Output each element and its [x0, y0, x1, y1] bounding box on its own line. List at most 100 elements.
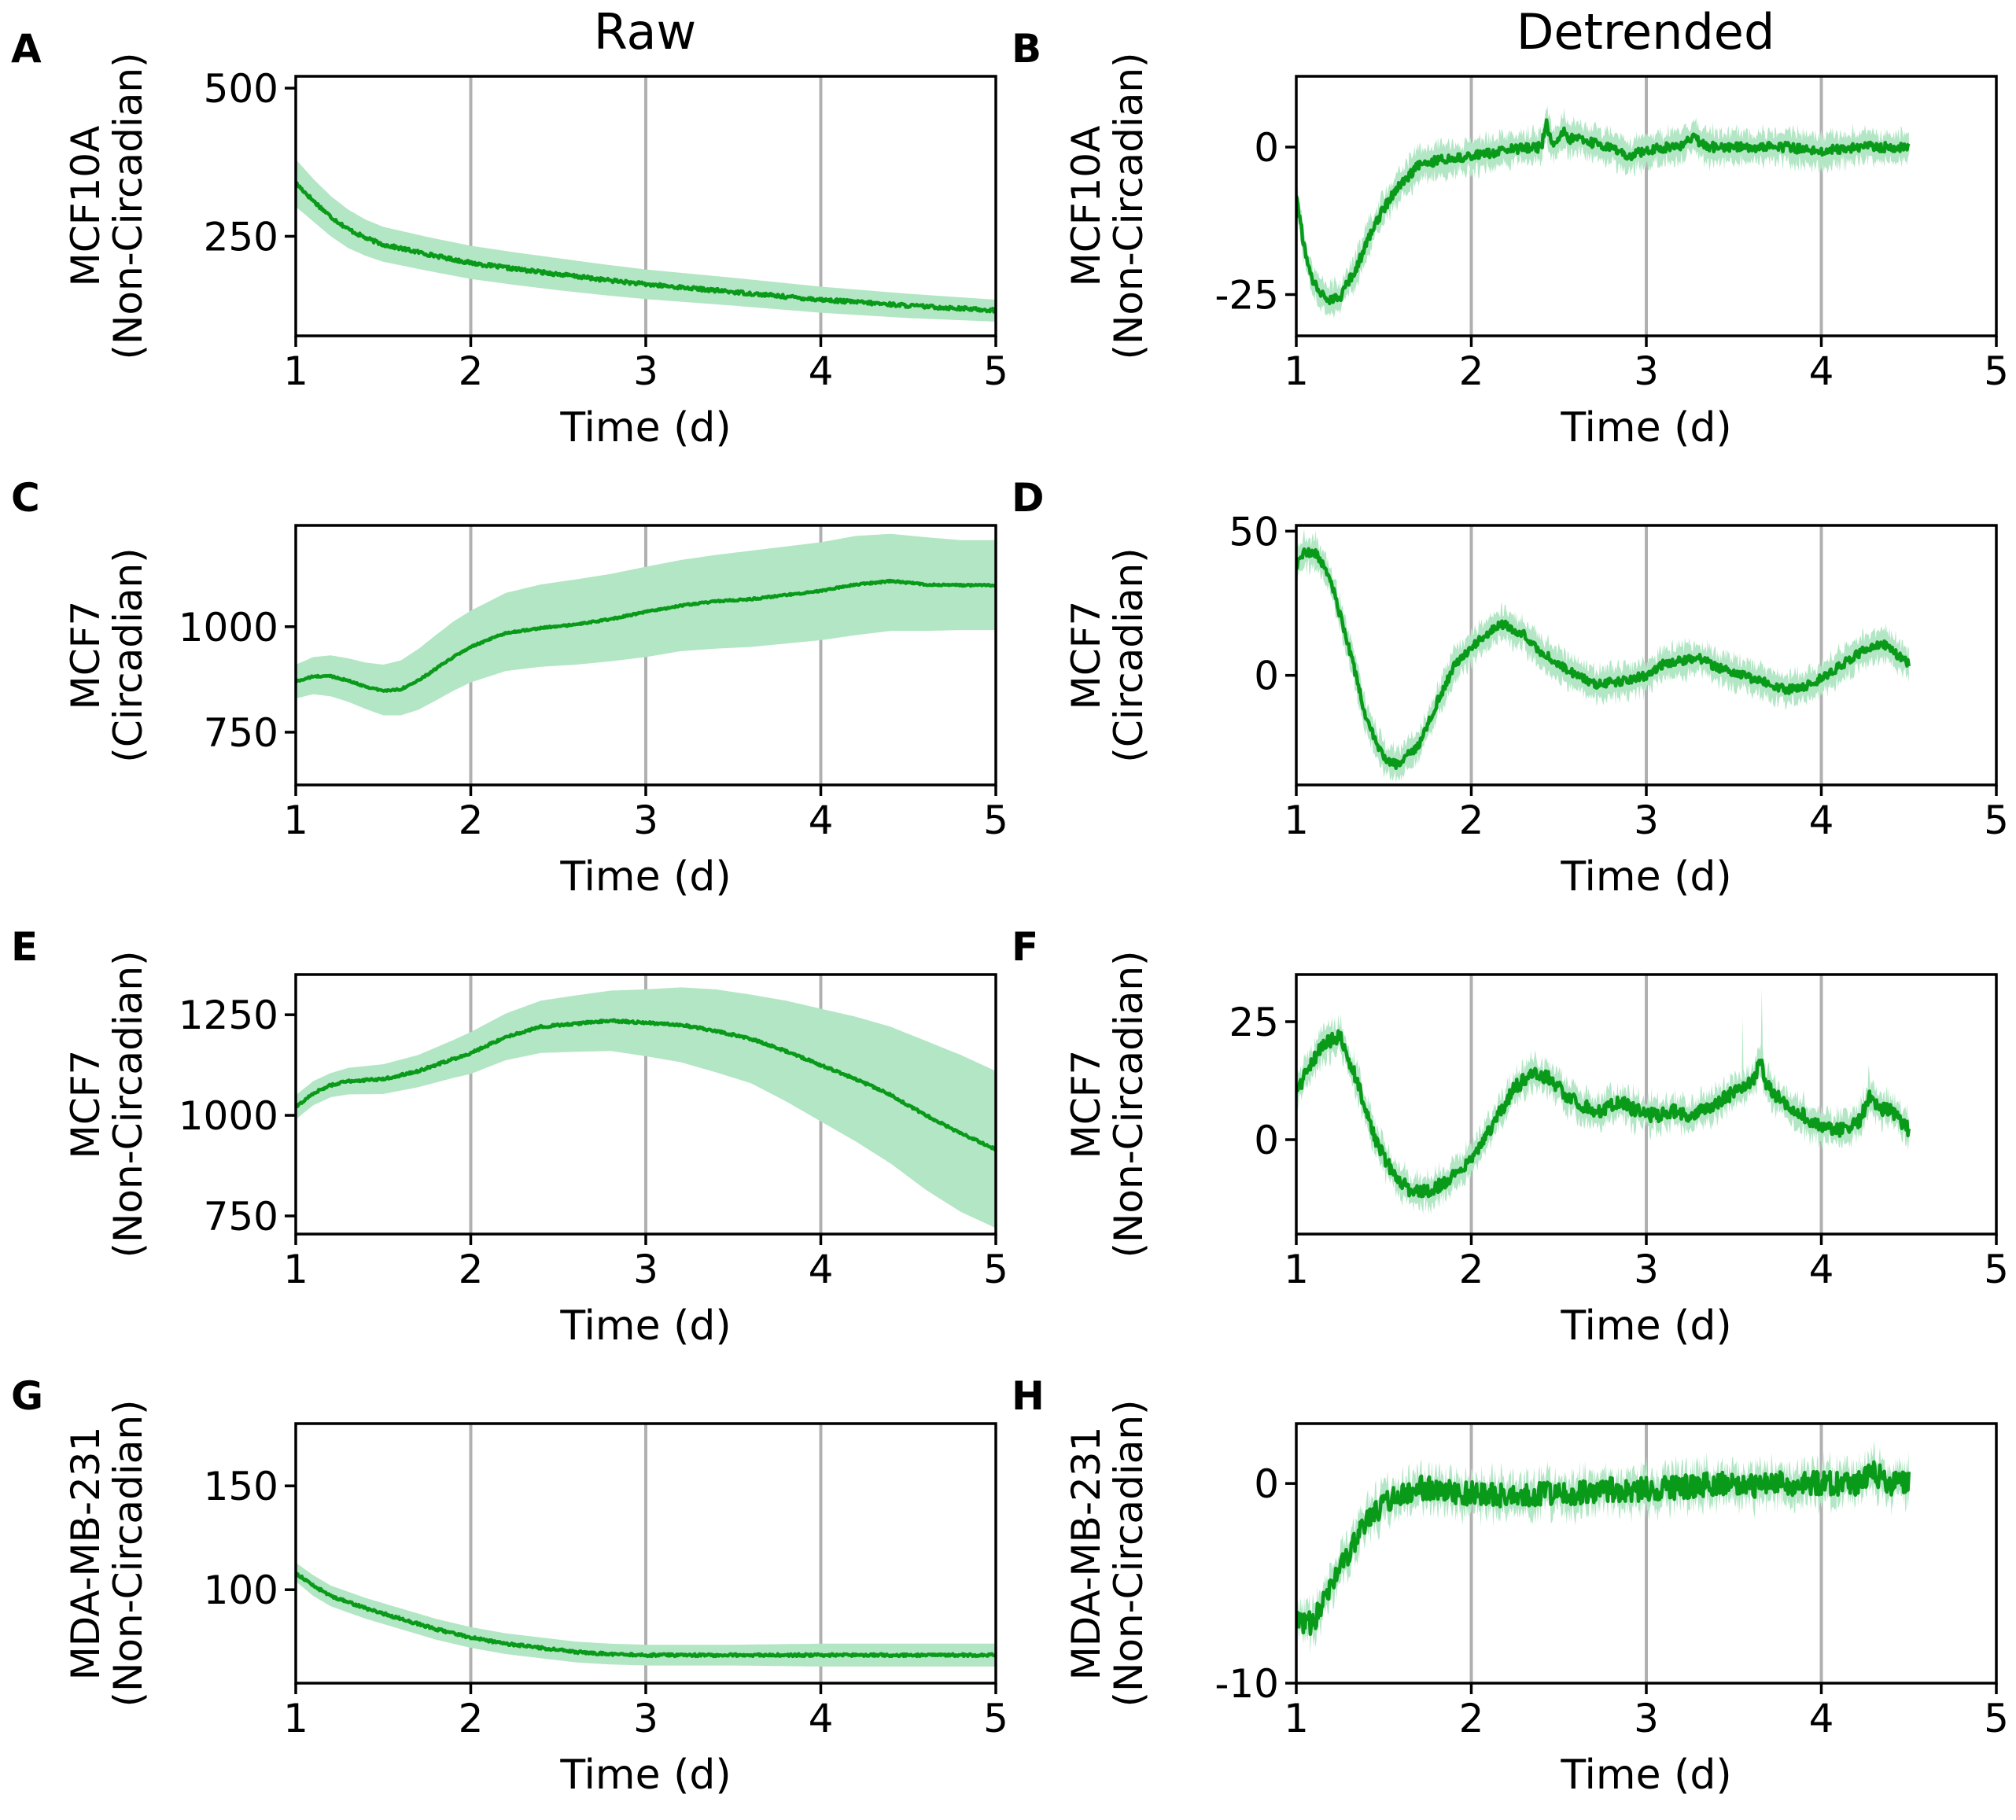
chart-f-xtick-label-4: 4: [1809, 1247, 1834, 1292]
chart-g-ytick-label-100: 100: [204, 1568, 278, 1613]
chart-h-xtick-label-3: 3: [1634, 1696, 1659, 1741]
chart-g-xlabel: Time (d): [559, 1752, 731, 1799]
chart-g-xtick-label-3: 3: [633, 1696, 658, 1741]
chart-a: A MCF10A(Non-Circadian) 1 2 3 4 5 250 500 Time (d…: [11, 26, 1008, 451]
chart-h-xtick-label-4: 4: [1809, 1696, 1834, 1741]
chart-e-ylabel-line-2: (Non-Circadian): [105, 950, 151, 1258]
chart-h-plot-area: [1296, 1441, 1911, 1655]
chart-c-ylabel-line-1: MCF7: [63, 601, 109, 710]
chart-b-ylabel: MCF10A(Non-Circadian): [1063, 52, 1152, 359]
chart-a-plot-area: [296, 159, 996, 322]
chart-g-ylabel-line-2: (Non-Circadian): [105, 1399, 151, 1707]
chart-d-plot-area: [1296, 529, 1911, 784]
chart-b-ytick-label-0: 0: [1254, 125, 1279, 171]
chart-e-ylabel: MCF7(Non-Circadian): [63, 950, 151, 1258]
chart-b-xlabel: Time (d): [1560, 404, 1731, 451]
chart-f-ytick-label-0: 0: [1254, 1118, 1279, 1163]
chart-d-ylabel: MCF7(Circadian): [1063, 547, 1152, 762]
chart-c-xtick-label-5: 5: [983, 798, 1008, 843]
chart-e-ytick-label-750: 750: [204, 1194, 278, 1240]
chart-c-mean-line: [296, 578, 996, 693]
chart-g-xtick-label-2: 2: [459, 1696, 484, 1741]
chart-e-xtick-label-4: 4: [809, 1247, 834, 1292]
chart-e-xtick-label-3: 3: [633, 1247, 658, 1292]
chart-c-ytick-label-750: 750: [204, 710, 278, 756]
chart-c-plot-area: [296, 533, 996, 716]
chart-b-ytick-label--25: -25: [1214, 273, 1279, 319]
chart-e-plot-area: [296, 987, 996, 1229]
chart-d-xtick-label-1: 1: [1284, 798, 1309, 843]
chart-f-ylabel: MCF7(Non-Circadian): [1063, 950, 1152, 1258]
chart-g-xtick-label-5: 5: [983, 1696, 1008, 1741]
chart-h-xlabel: Time (d): [1560, 1752, 1731, 1799]
chart-b-ylabel-line-1: MCF10A: [1063, 126, 1109, 287]
chart-e-panel-letter: E: [11, 924, 38, 970]
chart-c-ytick-label-1000: 1000: [179, 605, 278, 650]
chart-h-mean-line: [1296, 1460, 1911, 1636]
chart-f-ylabel-line-1: MCF7: [1063, 1050, 1109, 1159]
chart-h-panel-letter: H: [1012, 1373, 1045, 1419]
chart-a-xtick-label-5: 5: [983, 348, 1008, 394]
chart-d-panel-letter: D: [1012, 475, 1045, 521]
chart-f-mean-line: [1296, 1029, 1911, 1199]
chart-e-xtick-label-5: 5: [983, 1247, 1008, 1292]
column-title-raw: Raw: [594, 3, 696, 61]
chart-d-xtick-label-2: 2: [1459, 798, 1484, 843]
chart-b-panel-letter: B: [1012, 26, 1041, 72]
chart-c-panel-letter: C: [11, 475, 40, 521]
chart-c-ylabel: MCF7(Circadian): [63, 547, 151, 762]
chart-g-plot-area: [296, 1562, 996, 1667]
chart-c-xtick-label-1: 1: [283, 798, 308, 843]
chart-g-error-band: [296, 1562, 996, 1667]
column-title-detrended: Detrended: [1517, 3, 1775, 61]
chart-d-xtick-label-4: 4: [1809, 798, 1834, 843]
chart-f: F MCF7(Non-Circadian) 1 2 3 4 5 0 25 Time (d): [1012, 924, 2009, 1350]
chart-b-error-band: [1296, 105, 1909, 319]
chart-e-xlabel: Time (d): [559, 1302, 731, 1350]
chart-h: H MDA-MB-231(Non-Circadian) 1 2 3 4 5 -10 0 Time …: [1012, 1373, 2009, 1799]
chart-d-error-band: [1296, 529, 1909, 784]
chart-e-error-band: [296, 987, 996, 1229]
chart-d-ylabel-line-2: (Circadian): [1106, 547, 1152, 762]
chart-c-error-band: [296, 533, 996, 716]
chart-e-mean-line: [296, 1018, 996, 1152]
chart-c-xlabel: Time (d): [559, 853, 731, 901]
chart-b-xtick-label-2: 2: [1459, 348, 1484, 394]
chart-d-ytick-label-50: 50: [1229, 509, 1279, 554]
chart-h-xtick-label-1: 1: [1284, 1696, 1309, 1741]
chart-g-ylabel-line-1: MDA-MB-231: [63, 1427, 109, 1681]
chart-b: B MCF10A(Non-Circadian) 1 2 3 4 5 -25 0 Time (d): [1012, 26, 2009, 451]
chart-g-xtick-label-4: 4: [809, 1696, 834, 1741]
chart-a-xtick-label-1: 1: [283, 348, 308, 394]
chart-d-ylabel-line-1: MCF7: [1063, 601, 1109, 710]
chart-f-error-band: [1296, 989, 1909, 1215]
chart-f-xlabel: Time (d): [1560, 1302, 1731, 1350]
chart-a-xtick-label-4: 4: [809, 348, 834, 394]
chart-e: E MCF7(Non-Circadian) 1 2 3 4 5 750 1000 1250 Time…: [11, 924, 1008, 1350]
chart-h-ylabel: MDA-MB-231(Non-Circadian): [1063, 1399, 1152, 1707]
chart-h-ylabel-line-1: MDA-MB-231: [1063, 1427, 1109, 1681]
chart-d-mean-line: [1296, 547, 1911, 771]
chart-c: C MCF7(Circadian) 1 2 3 4 5 750 1000 Time (d): [11, 475, 1008, 901]
chart-f-ylabel-line-2: (Non-Circadian): [1106, 950, 1152, 1258]
chart-h-ylabel-line-2: (Non-Circadian): [1106, 1399, 1152, 1707]
chart-f-xtick-label-2: 2: [1459, 1247, 1484, 1292]
chart-g-xtick-label-1: 1: [283, 1696, 308, 1741]
chart-b-ylabel-line-2: (Non-Circadian): [1106, 52, 1152, 359]
chart-c-xtick-label-4: 4: [809, 798, 834, 843]
chart-h-xtick-label-5: 5: [1984, 1696, 2009, 1741]
chart-b-xtick-label-5: 5: [1984, 348, 2009, 394]
chart-g-mean-line: [296, 1571, 996, 1659]
chart-e-ytick-label-1000: 1000: [179, 1093, 278, 1139]
chart-g-ytick-label-150: 150: [204, 1464, 278, 1509]
chart-g-ylabel: MDA-MB-231(Non-Circadian): [63, 1399, 151, 1707]
chart-c-xtick-label-3: 3: [633, 798, 658, 843]
chart-a-panel-letter: A: [11, 26, 42, 72]
chart-e-xtick-label-1: 1: [283, 1247, 308, 1292]
chart-a-xtick-label-3: 3: [633, 348, 658, 394]
chart-h-ytick-label--10: -10: [1214, 1661, 1279, 1707]
chart-g: G MDA-MB-231(Non-Circadian) 1 2 3 4 5 100 150 Tim…: [11, 1373, 1008, 1799]
